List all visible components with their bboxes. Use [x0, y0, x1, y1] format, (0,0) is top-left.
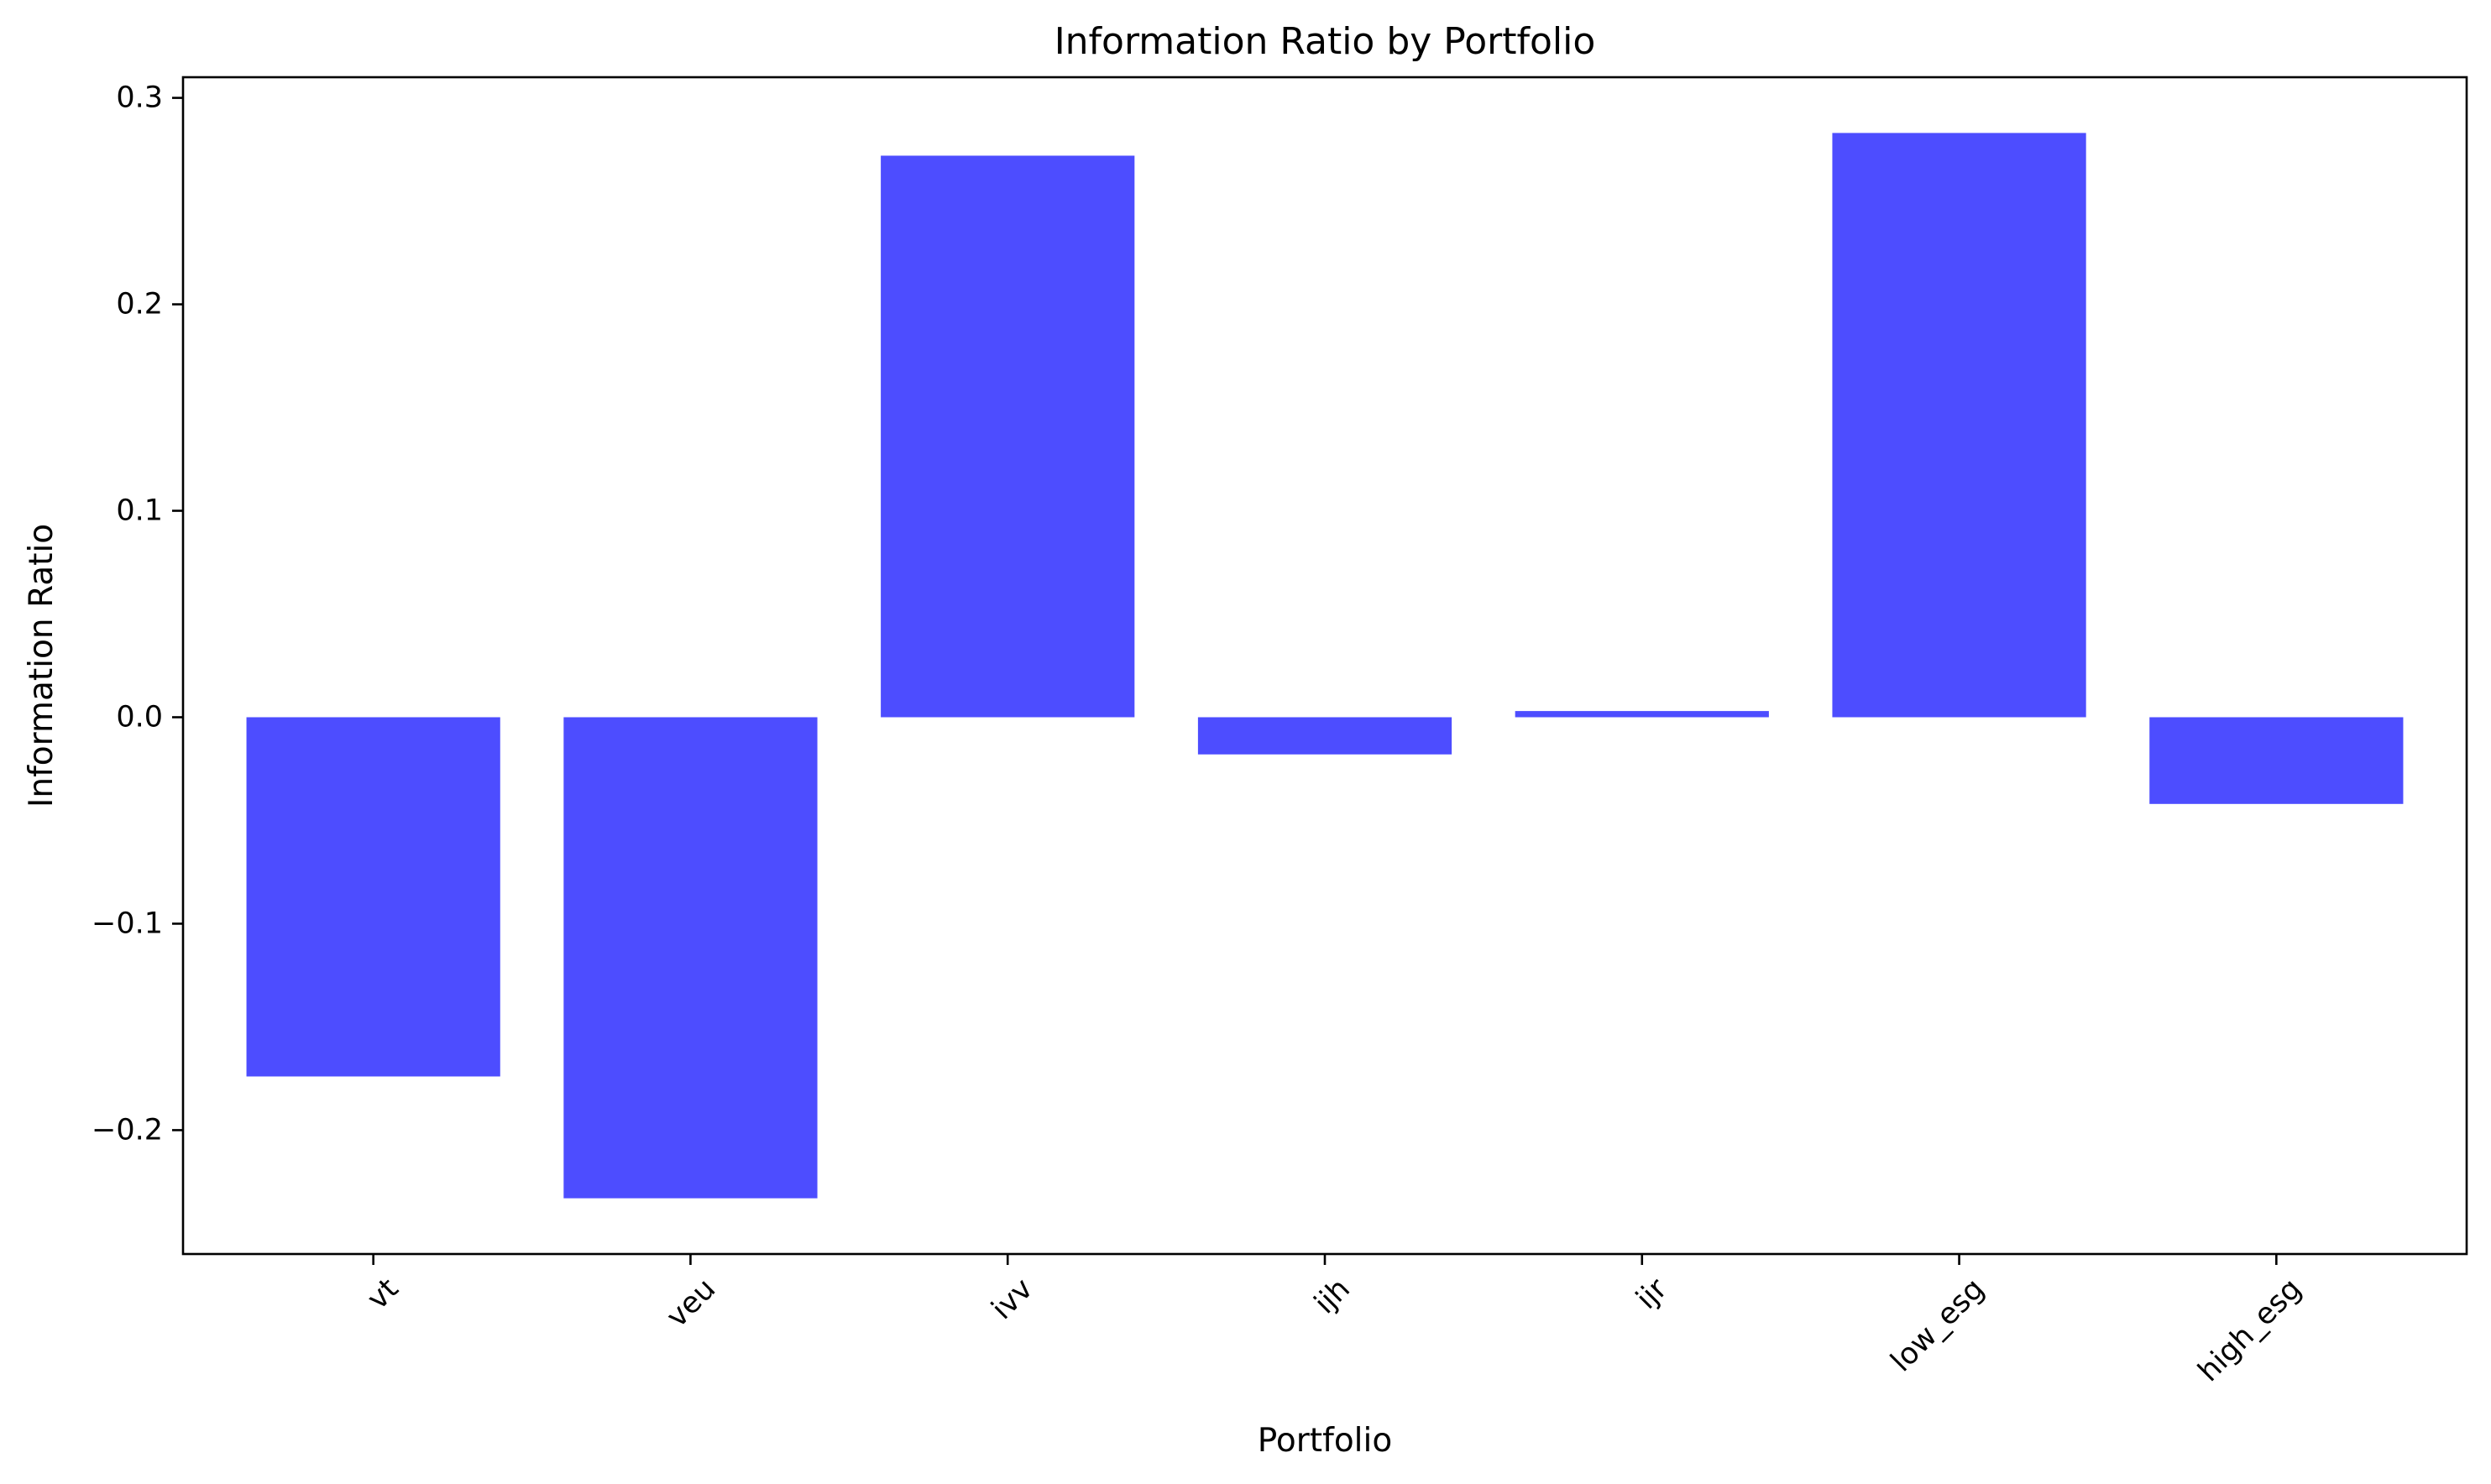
y-tick-label: 0.0 — [116, 700, 163, 734]
x-tick-label-ijr: ijr — [1630, 1272, 1674, 1316]
bar-ivv — [881, 155, 1135, 718]
y-tick-label: 0.2 — [116, 288, 163, 321]
x-axis-label: Portfolio — [1258, 1422, 1392, 1460]
x-tick-label-veu: veu — [660, 1272, 722, 1335]
plot-frame — [181, 76, 2468, 1256]
bar-ijr — [1515, 711, 1769, 718]
x-axis-ticks: vt veu ivv ijh ijr low_esg high_esg — [361, 1254, 2308, 1388]
y-tick-label: −0.2 — [92, 1113, 163, 1147]
y-axis-label: Information Ratio — [23, 524, 60, 807]
chart-title: Information Ratio by Portfolio — [1054, 20, 1596, 63]
y-tick-label: −0.1 — [92, 907, 163, 940]
bar-ijh — [1197, 717, 1452, 755]
x-tick-label-high_esg: high_esg — [2192, 1272, 2308, 1388]
y-tick-label: 0.1 — [116, 494, 163, 528]
y-axis-ticks: −0.2 −0.1 0.0 0.1 0.2 0.3 — [92, 81, 183, 1147]
bar-high_esg — [2149, 717, 2404, 804]
x-tick-label-low_esg: low_esg — [1885, 1272, 1991, 1379]
bar-veu — [563, 717, 818, 1199]
x-tick-label-vt: vt — [361, 1272, 406, 1317]
bar-low_esg — [1832, 133, 2086, 718]
bars-layer — [246, 133, 2404, 1199]
x-tick-label-ijh: ijh — [1308, 1272, 1357, 1321]
x-tick-label-ivv: ivv — [986, 1272, 1039, 1326]
y-tick-label: 0.3 — [116, 81, 163, 115]
bar-vt — [246, 717, 500, 1077]
